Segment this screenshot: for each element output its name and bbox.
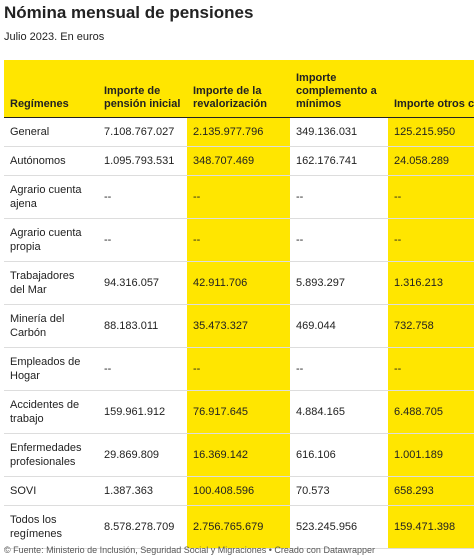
table-row: Agrario cuenta ajena -- -- -- --: [4, 175, 474, 219]
table-row: Accidentes de trabajo 159.961.912 76.917.6…: [4, 390, 474, 434]
cell: --: [290, 218, 388, 262]
cell: 5.893.297: [290, 261, 388, 305]
cell: --: [98, 175, 187, 219]
cell: 76.917.645: [187, 390, 290, 434]
column-header: Importe otros complementos: [388, 60, 474, 118]
cell: 29.869.809: [98, 433, 187, 477]
column-header: Importe de la revalorización: [187, 60, 290, 118]
cell: --: [187, 218, 290, 262]
cell: 616.106: [290, 433, 388, 477]
row-label: Todos los regímenes: [4, 505, 98, 549]
cell: 349.136.031: [290, 117, 388, 147]
table-row: Autónomos 1.095.793.531 348.707.469 162.176…: [4, 146, 474, 176]
cell: 162.176.741: [290, 146, 388, 176]
cell: 1.001.189: [388, 433, 474, 477]
cell: 16.369.142: [187, 433, 290, 477]
cell: 88.183.011: [98, 304, 187, 348]
row-label: Trabajadores del Mar: [4, 261, 98, 305]
cell: 100.408.596: [187, 476, 290, 506]
cell: --: [388, 347, 474, 391]
cell: 8.578.278.709: [98, 505, 187, 549]
cell: 1.095.793.531: [98, 146, 187, 176]
row-label: Agrario cuenta ajena: [4, 175, 98, 219]
table-body: General 7.108.767.027 2.135.977.796 349.136…: [4, 117, 474, 549]
table-row: Empleados de Hogar -- -- -- --: [4, 347, 474, 391]
cell: 70.573: [290, 476, 388, 506]
column-header: Regímenes: [4, 60, 98, 118]
table-row: Minería del Carbón 88.183.011 35.473.327 46…: [4, 304, 474, 348]
cell: 2.135.977.796: [187, 117, 290, 147]
cell: 1.387.363: [98, 476, 187, 506]
table-row: Trabajadores del Mar 94.316.057 42.911.706…: [4, 261, 474, 305]
cell: 125.215.950: [388, 117, 474, 147]
row-label: Autónomos: [4, 146, 98, 176]
cell: 7.108.767.027: [98, 117, 187, 147]
row-label: Enfermedades profesionales: [4, 433, 98, 477]
row-label: Minería del Carbón: [4, 304, 98, 348]
cell: --: [98, 218, 187, 262]
footer: © Fuente: Ministerio de Inclusión, Segur…: [4, 545, 375, 555]
cell: 348.707.469: [187, 146, 290, 176]
table-row: Agrario cuenta propia -- -- -- --: [4, 218, 474, 262]
table-row: Enfermedades profesionales 29.869.809 16.3…: [4, 433, 474, 477]
row-label: Empleados de Hogar: [4, 347, 98, 391]
cell: --: [98, 347, 187, 391]
table: Regímenes Importe de pensión inicial Impor…: [4, 60, 474, 549]
cell: 6.488.705: [388, 390, 474, 434]
row-label: SOVI: [4, 476, 98, 506]
cell: --: [388, 218, 474, 262]
row-label: Agrario cuenta propia: [4, 218, 98, 262]
cell: 658.293: [388, 476, 474, 506]
cell: 4.884.165: [290, 390, 388, 434]
row-label: Accidentes de trabajo: [4, 390, 98, 434]
table-row: Todos los regímenes 8.578.278.709 2.756.76…: [4, 505, 474, 549]
cell: 24.058.289: [388, 146, 474, 176]
cell: 523.245.956: [290, 505, 388, 549]
cell: 2.756.765.679: [187, 505, 290, 549]
title: Nómina mensual de pensiones: [4, 3, 254, 22]
cell: 35.473.327: [187, 304, 290, 348]
table-wrap: Regímenes Importe de pensión inicial Impor…: [4, 60, 474, 549]
subtitle: Julio 2023. En euros: [4, 31, 105, 43]
table-row: General 7.108.767.027 2.135.977.796 349.136…: [4, 117, 474, 147]
cell: 42.911.706: [187, 261, 290, 305]
cell: --: [290, 347, 388, 391]
cell: 159.961.912: [98, 390, 187, 434]
row-label: General: [4, 117, 98, 147]
cell: 732.758: [388, 304, 474, 348]
column-header: Importe complemento a mínimos: [290, 60, 388, 118]
cell: 469.044: [290, 304, 388, 348]
cell: --: [187, 175, 290, 219]
cell: 94.316.057: [98, 261, 187, 305]
header-row: Regímenes Importe de pensión inicial Impor…: [4, 60, 474, 118]
column-header: Importe de pensión inicial: [98, 60, 187, 118]
table-row: SOVI 1.387.363 100.408.596 70.573 658.293: [4, 476, 474, 506]
cell: --: [290, 175, 388, 219]
cell: 1.316.213: [388, 261, 474, 305]
cell: --: [388, 175, 474, 219]
cell: --: [187, 347, 290, 391]
cell: 159.471.398: [388, 505, 474, 549]
